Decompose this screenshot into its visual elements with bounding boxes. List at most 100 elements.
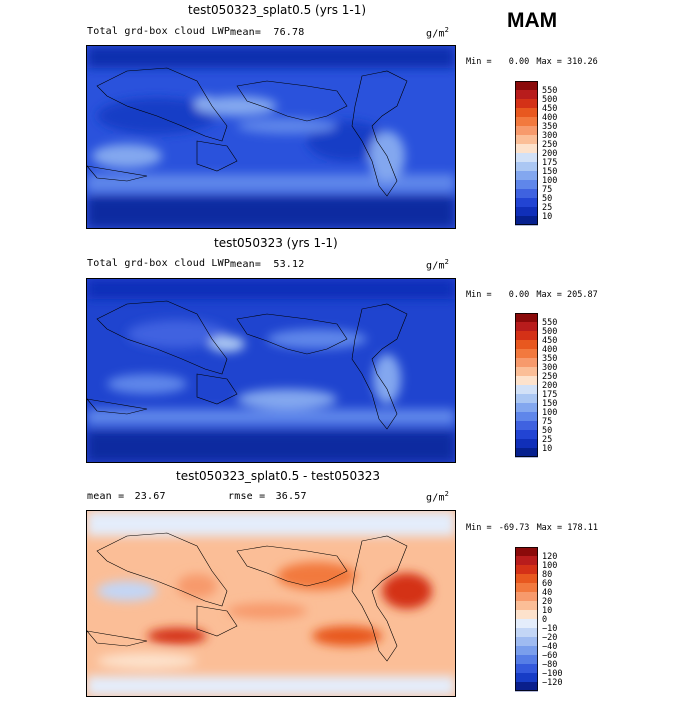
colorbar-tick-label: 20	[542, 597, 552, 607]
colorbar-tick-label: 350	[542, 354, 557, 364]
colorbar-swatch	[515, 367, 538, 377]
colorbar-border	[515, 81, 538, 225]
colorbar-swatch	[515, 673, 538, 683]
colorbar-tick-label: 25	[542, 435, 552, 445]
colorbar-tick-label: 400	[542, 113, 557, 123]
colorbar-tick-label: 80	[542, 570, 552, 580]
colorbar-tick-label: 50	[542, 194, 552, 204]
colorbar-tick-label: 0	[542, 615, 547, 625]
panel3-rmse-value: 36.57	[275, 491, 307, 502]
colorbar-swatch	[515, 198, 538, 208]
colorbar-tick-label: 450	[542, 336, 557, 346]
panel3-title: test050323_splat0.5 - test050323	[176, 469, 381, 483]
panel3-minmax: Min = -69.73 Max = 178.11	[466, 523, 598, 533]
colorbar-swatch	[515, 421, 538, 431]
panel1-mean-label: mean=	[230, 27, 262, 38]
panel2-units: g/m2	[426, 258, 449, 271]
colorbar-tick-label: 400	[542, 345, 557, 355]
panel1-map	[86, 45, 456, 229]
colorbar-tick-label: 100	[542, 408, 557, 418]
colorbar-tick-label: 350	[542, 122, 557, 132]
panel2-max-label: Max =	[536, 290, 562, 300]
colorbar-tick-label: 550	[542, 318, 557, 328]
panel1-max-value: 310.26	[567, 57, 598, 67]
panel1-colorbar-svg: 5505004504003503002502001751501007550251…	[515, 81, 557, 226]
colorbar-swatch	[515, 216, 538, 226]
panel1-mean-value: 76.78	[273, 27, 305, 38]
colorbar-swatch	[515, 349, 538, 359]
colorbar-swatch	[515, 412, 538, 422]
colorbar-tick-label: 75	[542, 417, 552, 427]
panel1-units-base: g/m	[426, 28, 445, 40]
colorbar-swatch	[515, 628, 538, 638]
panel1-field-label: Total grd-box cloud LWP	[87, 26, 231, 37]
colorbar-swatch	[515, 117, 538, 127]
panel3-mean: mean = 23.67	[87, 491, 166, 502]
panel3-units: g/m2	[426, 490, 449, 503]
colorbar-tick-label: 250	[542, 140, 557, 150]
panel3-units-exp: 2	[444, 490, 450, 498]
panel1-title: test050323_splat0.5 (yrs 1-1)	[188, 3, 367, 17]
colorbar-swatch	[515, 556, 538, 566]
colorbar-border	[515, 547, 538, 691]
colorbar-tick-label: −40	[542, 642, 557, 652]
colorbar-swatch	[515, 430, 538, 440]
colorbar-swatch	[515, 601, 538, 611]
colorbar-tick-label: 200	[542, 381, 557, 391]
colorbar-swatch	[515, 144, 538, 154]
colorbar-tick-label: −60	[542, 651, 557, 661]
colorbar-tick-label: 100	[542, 561, 557, 571]
colorbar-swatch	[515, 637, 538, 647]
colorbar-tick-label: 550	[542, 86, 557, 96]
panel2-mean-label: mean=	[230, 259, 262, 270]
colorbar-swatch	[515, 108, 538, 118]
colorbar-tick-label: 10	[542, 606, 552, 616]
panel3-map	[86, 510, 456, 697]
colorbar-swatch	[515, 574, 538, 584]
colorbar-swatch	[515, 394, 538, 404]
colorbar-tick-label: −120	[542, 678, 562, 688]
panel2-mean: mean= 53.12	[230, 259, 304, 270]
colorbar-swatch	[515, 99, 538, 109]
colorbar-tick-label: 75	[542, 185, 552, 195]
colorbar-swatch	[515, 682, 538, 692]
panel3-rmse: rmse = 36.57	[228, 491, 307, 502]
colorbar-tick-label: 120	[542, 552, 557, 562]
colorbar-swatch	[515, 655, 538, 665]
colorbar-swatch	[515, 90, 538, 100]
colorbar-tick-label: −10	[542, 624, 557, 634]
colorbar-tick-label: 10	[542, 444, 552, 454]
panel3-mean-value: 23.67	[134, 491, 166, 502]
colorbar-tick-label: 50	[542, 426, 552, 436]
colorbar-tick-label: 100	[542, 176, 557, 186]
panel2-units-base: g/m	[426, 260, 445, 272]
colorbar-swatch	[515, 403, 538, 413]
colorbar-swatch	[515, 358, 538, 368]
panel1-units: g/m2	[426, 26, 449, 39]
colorbar-swatch	[515, 592, 538, 602]
colorbar-swatch	[515, 619, 538, 629]
panel1-min-value: 0.00	[508, 57, 530, 67]
colorbar-swatch	[515, 664, 538, 674]
colorbar-swatch	[515, 207, 538, 217]
colorbar-swatch	[515, 126, 538, 136]
colorbar-tick-label: 40	[542, 588, 552, 598]
colorbar-tick-label: 25	[542, 203, 552, 213]
panel3-min-label: Min =	[466, 523, 492, 533]
colorbar-tick-label: 250	[542, 372, 557, 382]
colorbar-tick-label: 500	[542, 327, 557, 337]
panel3-units-base: g/m	[426, 492, 445, 504]
colorbar-swatch	[515, 439, 538, 449]
panel2-colorbar: 550 500 450 400 350 300 250 200 175 150 100 75 50 25 1…	[515, 313, 557, 458]
colorbar-tick-label: 60	[542, 579, 552, 589]
colorbar-tick-label: 300	[542, 131, 557, 141]
panel2-map	[86, 278, 456, 463]
panel1-min-label: Min =	[466, 57, 492, 67]
colorbar-swatch	[515, 331, 538, 341]
colorbar-swatch	[515, 646, 538, 656]
colorbar-tick-label: 150	[542, 167, 557, 177]
colorbar-tick-label: 150	[542, 399, 557, 409]
panel3-map-svg	[86, 511, 455, 696]
panel2-minmax: Min = 0.00 Max = 205.87	[466, 290, 598, 300]
colorbar-tick-label: 200	[542, 149, 557, 159]
